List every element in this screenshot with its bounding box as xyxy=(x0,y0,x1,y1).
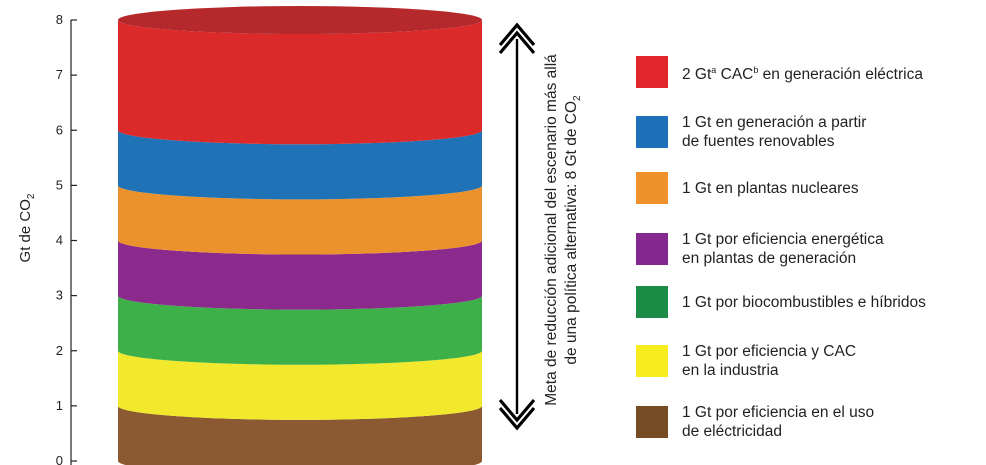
y-tick-label: 3 xyxy=(56,288,63,303)
y-tick-label: 2 xyxy=(56,343,63,358)
y-tick-label: 0 xyxy=(56,453,63,465)
cylinder-segment xyxy=(118,350,482,420)
legend-label: 1 Gt por eficiencia energética en planta… xyxy=(682,231,884,267)
y-tick-label: 5 xyxy=(56,177,63,192)
legend: 2 Gta CACb en generación eléctrica 1 Gt e… xyxy=(636,0,986,465)
cylinder-segment xyxy=(118,295,482,365)
y-tick-label: 6 xyxy=(56,122,63,137)
legend-item: 1 Gt en plantas nucleares xyxy=(636,172,859,204)
arrow-head-up xyxy=(498,22,536,47)
cylinder xyxy=(118,6,482,465)
legend-label: 1 Gt por eficiencia y CAC en la industri… xyxy=(682,343,857,379)
annotation-line-2-text: de una política alternativa: 8 Gt de CO xyxy=(563,101,580,365)
cylinder-top xyxy=(118,6,482,34)
y-tick-label: 1 xyxy=(56,398,63,413)
annotation-line-1-text: Meta de reducción adicional del escenari… xyxy=(543,54,560,406)
cylinder-segment xyxy=(118,185,482,255)
cylinder-segment xyxy=(118,130,482,200)
arrow-head-down xyxy=(498,398,536,423)
legend-item: 1 Gt en generación a partir de fuentes r… xyxy=(636,113,866,151)
legend-swatch xyxy=(636,345,668,377)
y-tick-label: 7 xyxy=(56,67,63,82)
annotation-subscript: 2 xyxy=(572,95,583,101)
legend-item: 1 Gt por eficiencia energética en planta… xyxy=(636,230,884,268)
annotation-line-2: de una política alternativa: 8 Gt de CO2 xyxy=(563,95,583,365)
cylinder-segment xyxy=(118,20,482,145)
arrow-head-up xyxy=(498,30,536,55)
legend-swatch xyxy=(636,406,668,438)
y-tick-label: 4 xyxy=(56,233,63,248)
legend-label: 1 Gt en generación a partir de fuentes r… xyxy=(682,114,867,150)
cylinder-segment xyxy=(118,240,482,310)
legend-label: 2 Gta CACb en generación eléctrica xyxy=(682,64,923,83)
legend-item: 1 Gt por eficiencia y CAC en la industri… xyxy=(636,342,856,380)
y-axis-title-subscript: 2 xyxy=(26,193,37,199)
legend-swatch xyxy=(636,116,668,148)
cylinder-segment xyxy=(118,405,482,465)
arrow-head-down xyxy=(498,406,536,431)
legend-swatch xyxy=(636,56,668,88)
legend-item: 1 Gt por eficiencia en el uso de eléctri… xyxy=(636,403,874,441)
annotation-line-1: Meta de reducción adicional del escenari… xyxy=(543,54,560,406)
y-axis-title: Gt de CO2 xyxy=(17,193,37,262)
y-axis: 0 1 2 3 4 5 6 7 8 xyxy=(56,12,77,465)
legend-swatch xyxy=(636,172,668,204)
annotation: Meta de reducción adicional del escenari… xyxy=(543,54,583,406)
legend-label: 1 Gt por biocombustibles e híbridos xyxy=(682,293,926,311)
legend-label: 1 Gt por eficiencia en el uso de eléctri… xyxy=(682,404,875,440)
legend-label: 1 Gt en plantas nucleares xyxy=(682,179,859,197)
y-axis-label: Gt de CO2 xyxy=(17,193,37,262)
y-axis-title-main: Gt de CO xyxy=(17,199,34,262)
legend-swatch xyxy=(636,286,668,318)
legend-item: 1 Gt por biocombustibles e híbridos xyxy=(636,286,926,318)
legend-item: 2 Gta CACb en generación eléctrica xyxy=(636,56,923,88)
legend-swatch xyxy=(636,233,668,265)
y-tick-label: 8 xyxy=(56,12,63,27)
range-arrow xyxy=(498,22,536,431)
